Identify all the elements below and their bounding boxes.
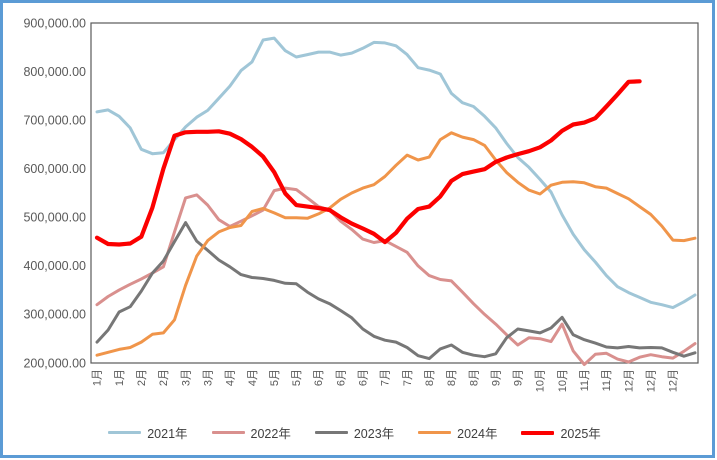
x-axis-tick-label: 8月 — [446, 369, 458, 386]
x-axis-tick-label: 2月 — [136, 369, 148, 386]
x-axis-tick-label: 3月 — [202, 369, 214, 386]
x-axis-tick-label: 7月 — [380, 369, 392, 386]
x-axis-tick-label: 11月 — [579, 369, 591, 391]
series-line-2025[interactable] — [94, 79, 642, 247]
series-line-2024[interactable] — [95, 131, 697, 357]
x-axis-tick-label: 8月 — [424, 369, 436, 386]
y-axis-tick-label: 200,000.00 — [23, 356, 86, 370]
legend-item-2021[interactable]: 2021年 — [108, 423, 188, 442]
x-axis-tick-label: 2月 — [158, 369, 170, 386]
x-axis-tick-label: 9月 — [513, 369, 525, 386]
legend-item-2023[interactable]: 2023年 — [314, 423, 395, 442]
x-axis-tick-label: 5月 — [291, 369, 303, 386]
x-axis-tick-label: 11月 — [601, 369, 613, 391]
legend-item-2025[interactable]: 2025年 — [521, 423, 601, 442]
legend-label: 2021年 — [147, 427, 188, 441]
y-axis-tick-label: 400,000.00 — [23, 259, 86, 273]
series-line-2023[interactable] — [95, 221, 697, 361]
x-axis-tick-label: 4月 — [225, 369, 237, 386]
legend-label: 2025年 — [560, 427, 601, 441]
y-axis-tick-label: 300,000.00 — [23, 308, 86, 322]
y-axis-tick-label: 600,000.00 — [23, 162, 86, 176]
legend-item-2022[interactable]: 2022年 — [211, 423, 291, 442]
y-axis-tick-label: 900,000.00 — [23, 16, 86, 30]
x-axis-tick-label: 7月 — [402, 369, 414, 386]
x-axis-tick-label: 1月 — [114, 369, 126, 386]
x-axis-tick-label: 6月 — [313, 369, 325, 386]
x-axis-tick-label: 6月 — [358, 369, 370, 386]
legend-swatch-2023 — [314, 431, 348, 434]
x-axis-tick-label: 1月 — [92, 369, 104, 386]
x-axis-tick-label: 6月 — [335, 369, 347, 386]
legend-label: 2023年 — [353, 427, 395, 441]
legend-swatch-2025 — [521, 430, 555, 435]
legend-swatch-2021 — [108, 431, 142, 434]
legend-item-2024[interactable]: 2024年 — [418, 423, 497, 442]
x-axis-tick-label: 10月 — [535, 369, 547, 392]
series-line-2022[interactable] — [95, 186, 697, 366]
y-axis-tick-label: 500,000.00 — [23, 211, 86, 225]
series-line-2021[interactable] — [95, 36, 697, 310]
plot-area-border — [90, 22, 699, 364]
legend-swatch-2024 — [418, 431, 452, 434]
x-axis-tick-label: 8月 — [468, 369, 480, 386]
x-axis-tick-label: 12月 — [668, 369, 680, 392]
x-axis-tick-label: 12月 — [623, 369, 635, 392]
legend-label: 2024年 — [457, 427, 498, 441]
legend-label: 2022年 — [250, 427, 291, 441]
x-axis-tick-label: 5月 — [269, 369, 281, 386]
y-axis-tick-label: 800,000.00 — [23, 65, 86, 79]
chart-legend: 2021年 2022年 2023年 2024年 2025年 — [0, 423, 709, 442]
x-axis-tick-label: 9月 — [490, 369, 502, 386]
x-axis-tick-label: 10月 — [557, 369, 569, 392]
x-axis-tick-label: 4月 — [247, 369, 259, 386]
y-axis-tick-label: 700,000.00 — [23, 113, 86, 127]
x-axis-tick-label: 12月 — [645, 369, 657, 392]
legend-swatch-2022 — [211, 431, 245, 434]
x-axis-tick-label: 3月 — [180, 369, 192, 386]
